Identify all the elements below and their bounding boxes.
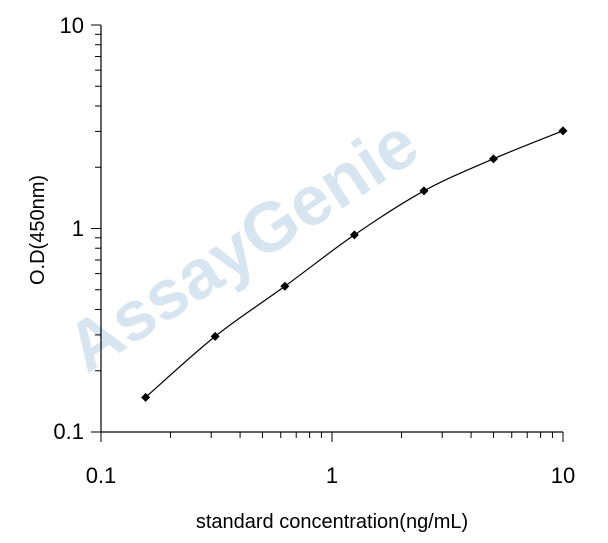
x-tick-label-0.1: 0.1 xyxy=(86,463,117,488)
x-tick-label-1: 1 xyxy=(326,463,338,488)
data-point xyxy=(558,126,568,136)
tick-marks xyxy=(91,24,564,442)
y-tick-label-1: 1 xyxy=(72,216,84,241)
y-tick-label-0.1: 0.1 xyxy=(53,419,84,444)
data-point xyxy=(349,230,359,240)
x-axis-title: standard concentration(ng/mL) xyxy=(196,511,468,533)
data-point xyxy=(419,186,429,196)
y-tick-label-10: 10 xyxy=(60,13,84,38)
y-axis-title: O.D(450nm) xyxy=(27,175,49,285)
data-point xyxy=(210,331,220,341)
data-point xyxy=(141,392,151,402)
watermark-text: AssayGenie xyxy=(53,103,432,387)
data-point xyxy=(488,154,498,164)
data-point xyxy=(280,281,290,291)
x-tick-label-10: 10 xyxy=(551,463,575,488)
data-markers xyxy=(141,126,568,402)
